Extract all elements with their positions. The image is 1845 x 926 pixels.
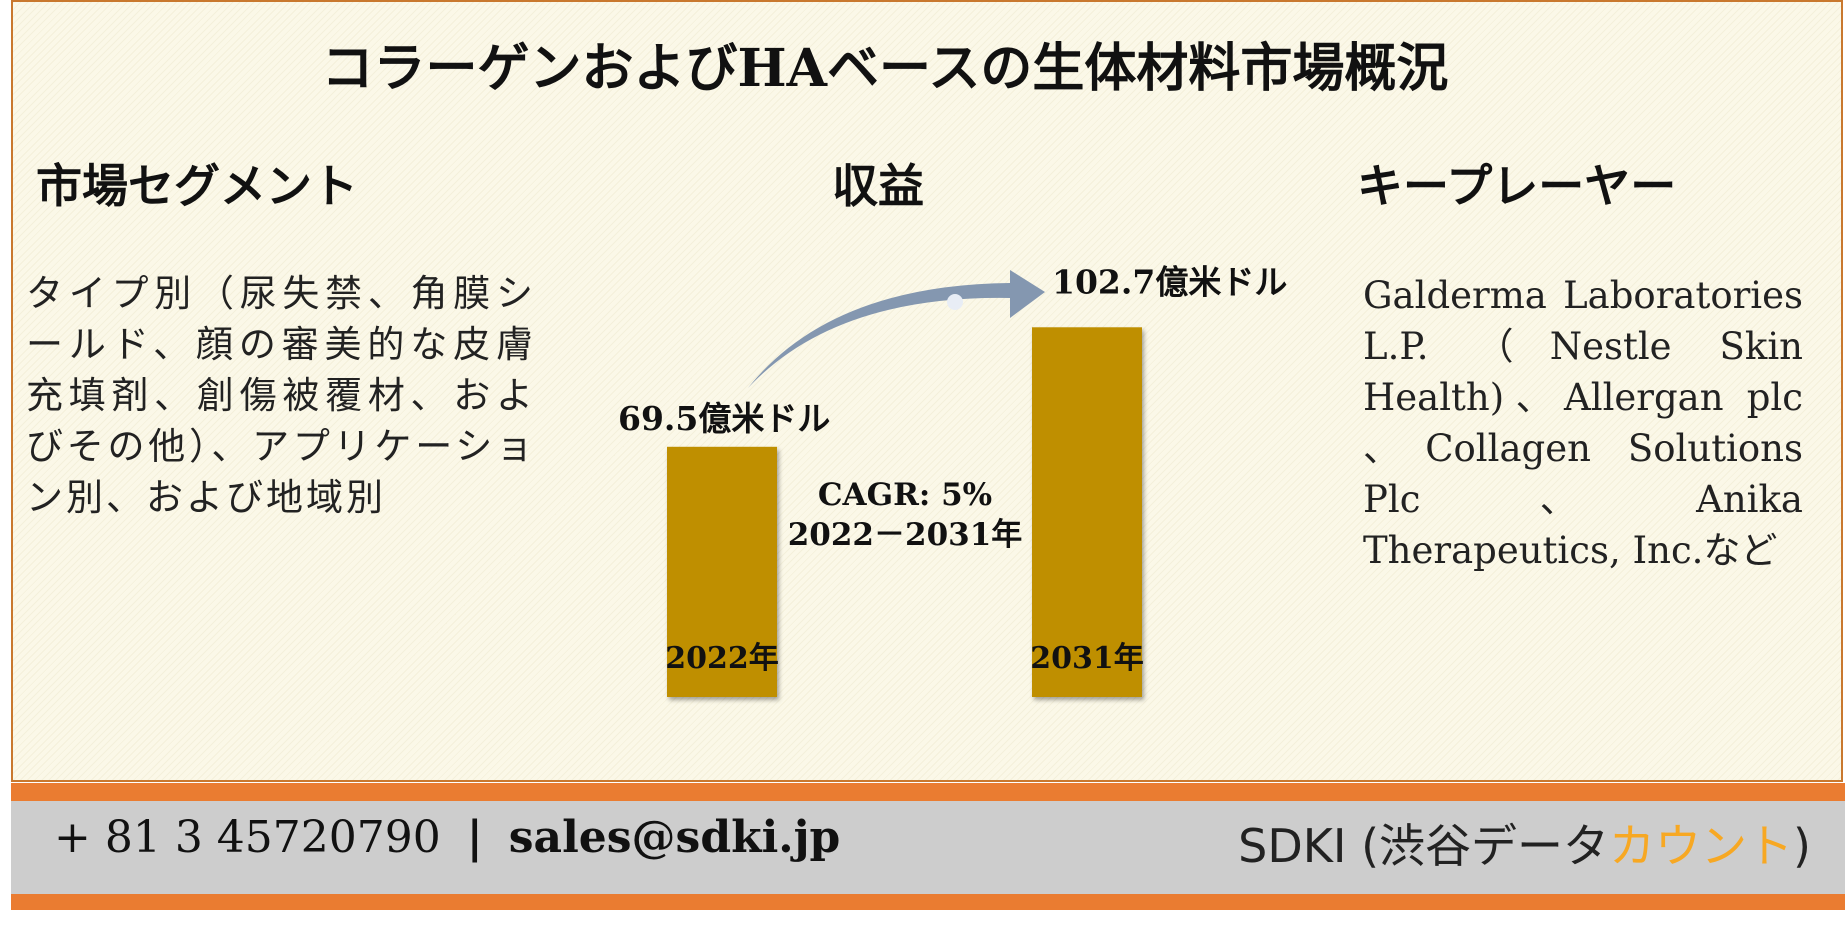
cagr-annotation: 2022－2031年 <box>788 517 1023 553</box>
phone-number: + 81 3 45720790 <box>54 812 441 863</box>
bar-2022年 <box>667 446 777 697</box>
players-text: Galderma Laboratories L.P. （Nestle Skin … <box>1363 274 1803 572</box>
revenue-heading: 収益 <box>832 159 924 213</box>
email-link[interactable]: sales@sdki.jp <box>508 812 841 863</box>
value-label: 69.5億米ドル <box>618 399 830 438</box>
growth-arrow <box>748 270 1045 388</box>
segments-heading: 市場セグメント <box>36 159 358 213</box>
brand-end: ) <box>1793 819 1811 873</box>
footer-bar <box>11 783 1845 910</box>
infographic-card <box>11 0 1843 782</box>
segments-text: タイプ別（尿失禁、角膜シールド、顔の審美的な皮膚充填剤、創傷被覆材、およびその他… <box>26 272 536 519</box>
cagr-annotation: CAGR: 5% <box>818 477 992 513</box>
brand-label: SDKI (渋谷データカウント) <box>1238 810 1811 876</box>
players-heading: キープレーヤー <box>1357 159 1677 213</box>
brand-accent: カウント <box>1609 819 1794 873</box>
contact-separator: | <box>466 812 483 863</box>
contact-info: + 81 3 45720790 | sales@sdki.jp <box>54 812 840 863</box>
bar-category-label: 2031年 <box>1030 641 1144 676</box>
brand-name: SDKI (渋谷データ <box>1238 819 1610 873</box>
bar-category-label: 2022年 <box>665 641 779 676</box>
arrow-dot <box>947 294 963 310</box>
bar-2031年 <box>1032 327 1142 697</box>
value-label: 102.7億米ドル <box>1052 262 1287 301</box>
page-title: コラーゲンおよびHAベースの生体材料市場概況 <box>321 38 1449 99</box>
